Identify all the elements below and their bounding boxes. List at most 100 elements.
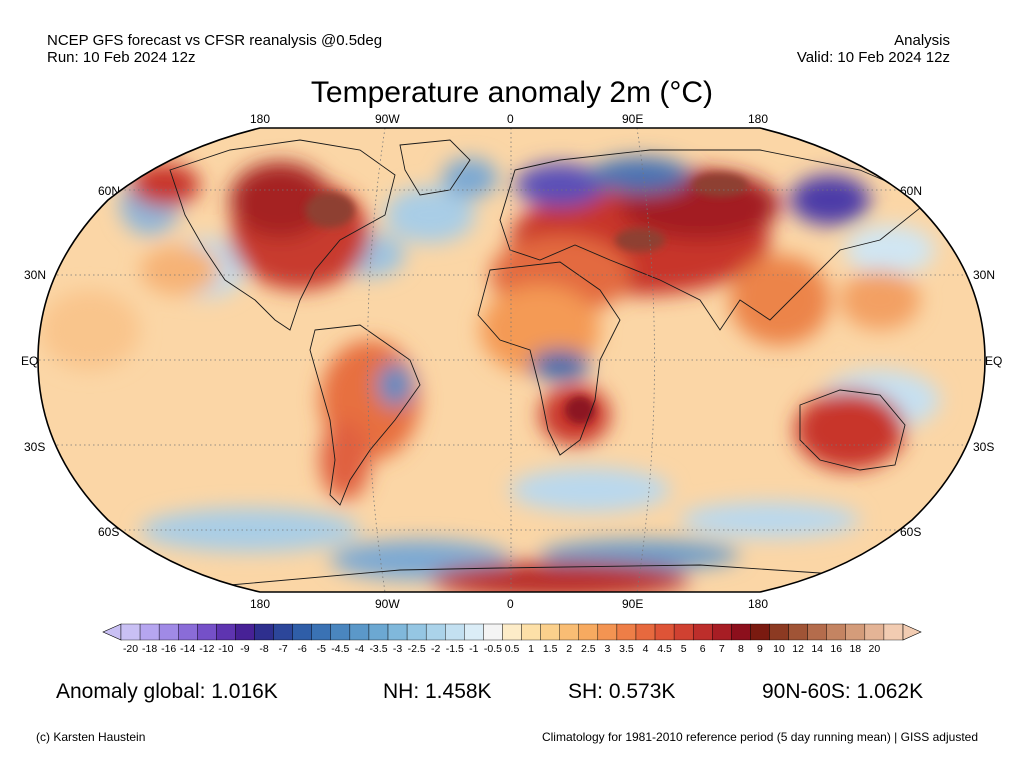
- colorbar-cell: [731, 623, 751, 641]
- copyright: (c) Karsten Haustein: [36, 730, 146, 744]
- colorbar-tick-label: 14: [811, 643, 823, 655]
- colorbar-tick-label: 4: [643, 643, 649, 655]
- colorbar-cell: [254, 623, 274, 641]
- colorbar-tick-label: 4.5: [657, 643, 672, 655]
- colorbar-cell: [197, 623, 217, 641]
- colorbar-tick-label: 1.5: [543, 643, 558, 655]
- lat-label-right-eq: EQ: [985, 354, 1003, 368]
- colorbar-tick-label: 5: [681, 643, 687, 655]
- colorbar-cell: [654, 623, 675, 641]
- colorbar-tick-label: 1: [528, 643, 534, 655]
- colorbar-cell: [750, 623, 770, 641]
- colorbar-cell: [597, 623, 618, 641]
- colorbar-tick-label: -2: [431, 643, 440, 655]
- colorbar-cell: [864, 623, 885, 641]
- graticule: [38, 128, 985, 592]
- header-right: Analysis Valid: 10 Feb 2024 12z: [797, 32, 950, 66]
- colorbar-cell: [826, 623, 846, 641]
- colorbar-cell: [578, 623, 599, 641]
- colorbar-cell: [178, 623, 198, 641]
- colorbar-tick-label: 20: [869, 643, 881, 655]
- colorbar-tick-label: 0.5: [505, 643, 520, 655]
- run-time: Run: 10 Feb 2024 12z: [47, 49, 196, 66]
- colorbar-tick-label: -1.5: [446, 643, 464, 655]
- model-description: NCEP GFS forecast vs CFSR reanalysis @0.…: [47, 32, 383, 49]
- colorbar-cell: [712, 623, 732, 641]
- map-title: Temperature anomaly 2m (°C): [310, 76, 714, 109]
- colorbar-cell: [158, 623, 179, 641]
- lon-label-bottom-0: 0: [507, 597, 514, 611]
- colorbar-tick-label: -10: [218, 643, 233, 655]
- colorbar-tick-label: -8: [259, 643, 268, 655]
- analysis-label: Analysis: [894, 32, 950, 49]
- colorbar-cell: [216, 623, 236, 641]
- colorbar-cell: [368, 623, 389, 641]
- colorbar-cell: [692, 623, 713, 641]
- colorbar-tick-label: 12: [792, 643, 804, 655]
- colorbar-cell: [387, 623, 408, 641]
- colorbar-tick-label: -3.5: [369, 643, 387, 655]
- colorbar-tick-label: -4.5: [331, 643, 349, 655]
- colorbar-cell: [769, 623, 789, 641]
- colorbar-tick-label: -4: [355, 643, 364, 655]
- colorbar-cell: [120, 623, 141, 641]
- colorbar-cell: [883, 623, 904, 641]
- colorbar-tick-label: -1: [469, 643, 478, 655]
- colorbar-tick-label: 9: [757, 643, 763, 655]
- colorbar-cell: [673, 623, 694, 641]
- lon-label-top-180e: 180: [748, 112, 769, 126]
- lat-label-left-30s: 30S: [24, 440, 46, 454]
- valid-time: Valid: 10 Feb 2024 12z: [796, 49, 950, 66]
- colorbar-cell: [445, 623, 465, 641]
- colorbar-tick-label: 16: [830, 643, 842, 655]
- colorbar-tick-label: -0.5: [484, 643, 502, 655]
- colorbar-tick-label: -16: [161, 643, 176, 655]
- lat-label-left-eq: EQ: [21, 354, 39, 368]
- colorbar-cell: [464, 623, 484, 641]
- colorbar-cell: [311, 623, 332, 641]
- colorbar-tick-label: -2.5: [408, 643, 426, 655]
- colorbar-arrow-low: [102, 623, 122, 641]
- colorbar-cell: [330, 623, 351, 641]
- colorbar-cell: [788, 623, 808, 641]
- lon-label-bottom-180e: 180: [748, 597, 769, 611]
- colorbar-tick-label: 2.5: [581, 643, 596, 655]
- colorbar-cell: [292, 623, 312, 641]
- colorbar-tick-label: -18: [142, 643, 157, 655]
- colorbar-tick-label: 2: [566, 643, 572, 655]
- colorbar-tick-label: 3: [604, 643, 610, 655]
- colorbar-cell: [483, 623, 503, 641]
- lon-label-top-90w: 90W: [375, 112, 400, 126]
- colorbar-arrow-high: [902, 623, 922, 641]
- colorbar-cell: [521, 623, 541, 641]
- colorbar-cell: [235, 623, 255, 641]
- colorbar-tick-label: -20: [123, 643, 138, 655]
- colorbar-tick-label: 8: [738, 643, 744, 655]
- region-anomaly: 90N-60S: 1.062K: [762, 680, 924, 703]
- colorbar-cell: [273, 623, 293, 641]
- colorbar-cell: [559, 623, 579, 641]
- lon-label-top-180w: 180: [250, 112, 271, 126]
- colorbar-cell: [139, 623, 160, 641]
- colorbar-tick-label: 10: [773, 643, 785, 655]
- colorbar-cell: [845, 623, 866, 641]
- colorbar-tick-label: -12: [199, 643, 214, 655]
- lat-label-left-30n: 30N: [24, 268, 47, 282]
- colorbar-cell: [616, 623, 637, 641]
- colorbar-tick-label: -6: [298, 643, 307, 655]
- climatology-note: Climatology for 1981-2010 reference peri…: [541, 730, 978, 744]
- header-left: NCEP GFS forecast vs CFSR reanalysis @0.…: [47, 32, 382, 66]
- colorbar-tick-label: 18: [849, 643, 861, 655]
- colorbar-tick-label: 3.5: [619, 643, 634, 655]
- colorbar-cell: [807, 623, 827, 641]
- colorbar-cells: [102, 623, 922, 641]
- colorbar-cell: [635, 623, 656, 641]
- colorbar-ticks: -20 -18 -16 -14 -12 -10 -9 -8 -7 -6 -5 -4.5 -4 -3.5 -3…: [123, 643, 880, 655]
- colorbar-tick-label: 6: [700, 643, 706, 655]
- colorbar-tick-label: -7: [278, 643, 287, 655]
- global-anomaly: Anomaly global: 1.016K: [56, 680, 278, 703]
- colorbar-cell: [349, 623, 370, 641]
- lat-label-right-30s: 30S: [973, 440, 995, 454]
